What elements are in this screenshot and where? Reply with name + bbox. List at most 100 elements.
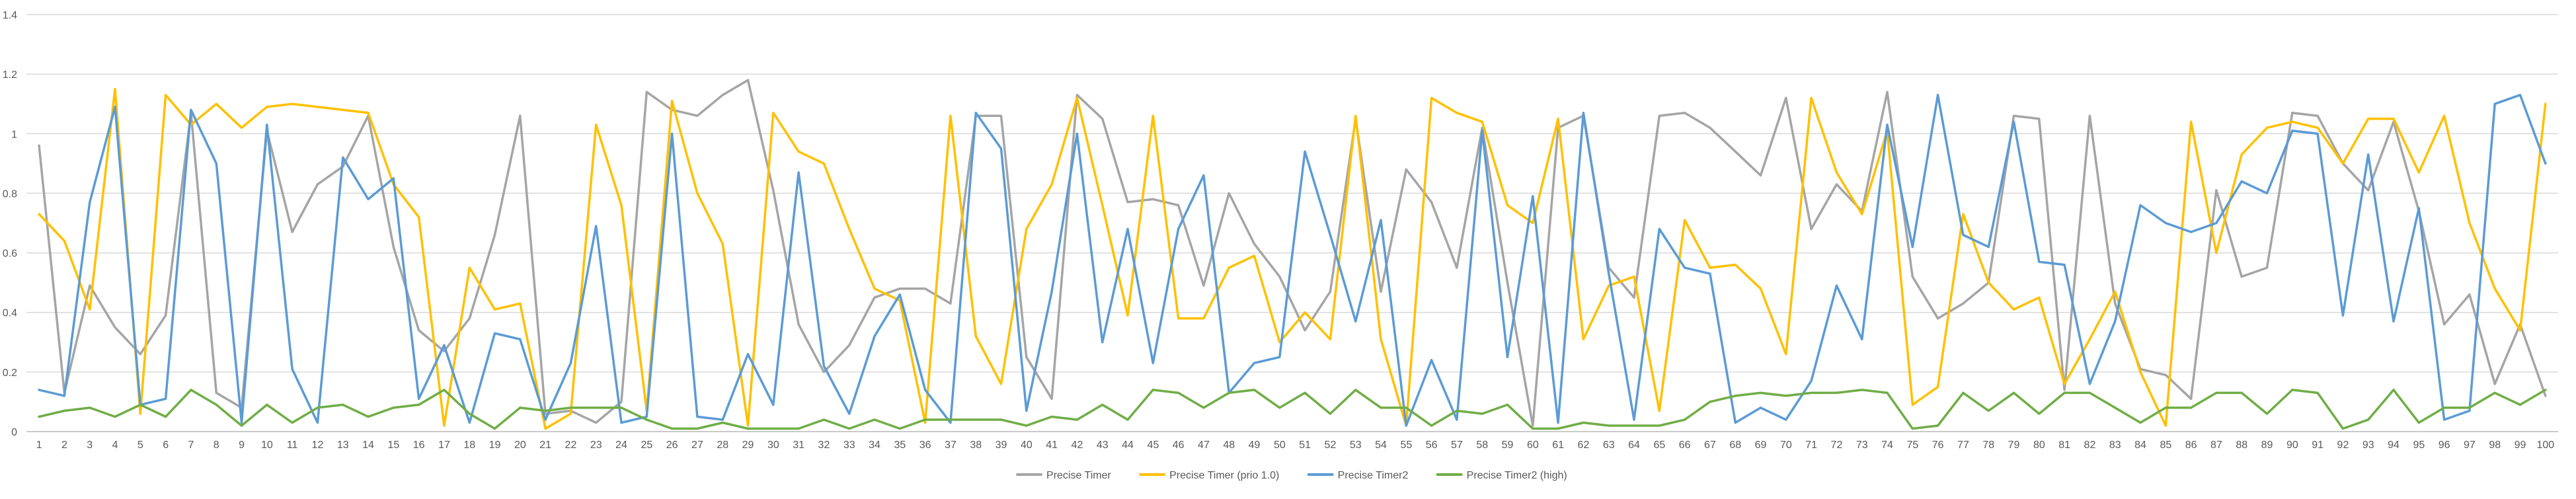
data-point — [797, 171, 800, 174]
data-point — [2038, 118, 2041, 120]
data-point — [1430, 424, 1433, 427]
data-point — [1050, 290, 1053, 293]
legend-label: Precise Timer (prio 1.0) — [1169, 470, 1279, 481]
series-lines — [38, 79, 2547, 430]
x-tick-label: 10 — [261, 440, 273, 451]
data-point — [2443, 418, 2446, 421]
data-point — [1532, 221, 1534, 225]
data-point — [2291, 389, 2294, 391]
data-point — [1582, 421, 1584, 424]
data-point — [2139, 204, 2142, 207]
data-point — [2190, 406, 2193, 409]
x-tick-label: 52 — [1325, 440, 1337, 451]
data-point — [1633, 424, 1635, 427]
x-tick-label: 79 — [2008, 440, 2020, 451]
data-point — [2417, 171, 2420, 174]
data-point — [89, 201, 91, 204]
data-point — [2215, 221, 2218, 225]
data-point — [63, 239, 65, 243]
data-point — [797, 150, 800, 153]
data-point — [1202, 406, 1205, 409]
data-point — [1835, 171, 1838, 174]
data-point — [1278, 341, 1281, 344]
data-point — [38, 415, 40, 418]
data-point — [1202, 174, 1205, 176]
data-point — [1937, 385, 1939, 389]
x-tick-label: 77 — [1957, 440, 1969, 451]
data-point — [443, 350, 446, 352]
data-point — [645, 418, 648, 421]
data-point — [2265, 126, 2269, 129]
x-tick-label: 91 — [2312, 440, 2323, 451]
data-point — [1126, 201, 1129, 204]
data-point — [165, 397, 167, 401]
x-tick-label: 38 — [970, 440, 982, 451]
data-point — [1532, 195, 1534, 198]
data-point — [721, 94, 724, 96]
data-point — [418, 403, 420, 406]
data-point — [2190, 397, 2193, 401]
x-tick-label: 71 — [1805, 440, 1817, 451]
data-point — [2063, 389, 2066, 391]
data-point — [342, 108, 344, 111]
data-point — [772, 112, 775, 114]
data-point — [2265, 266, 2269, 269]
data-point — [392, 177, 395, 180]
data-point — [645, 91, 648, 93]
data-point — [2063, 383, 2066, 385]
x-tick-label: 41 — [1046, 440, 1058, 451]
series-2 — [38, 87, 2547, 430]
data-point — [544, 427, 547, 430]
data-point — [1278, 276, 1281, 278]
data-point — [468, 421, 471, 424]
data-point — [2240, 153, 2243, 156]
x-tick-label: 30 — [767, 440, 779, 451]
y-tick-label: 0.6 — [3, 249, 17, 260]
x-tick-label: 70 — [1780, 440, 1792, 451]
data-point — [999, 147, 1003, 150]
data-point — [114, 415, 116, 418]
data-point — [418, 329, 420, 332]
data-point — [392, 406, 395, 409]
data-point — [89, 284, 91, 287]
data-point — [2088, 391, 2091, 395]
data-point — [1380, 290, 1382, 293]
data-point — [2544, 162, 2547, 165]
data-point — [1430, 359, 1433, 362]
x-tick-label: 73 — [1856, 440, 1868, 451]
data-point — [2291, 130, 2294, 132]
data-point — [1709, 126, 1711, 129]
data-point — [1557, 427, 1559, 430]
legend-item: Precise Timer2 — [1307, 470, 1408, 481]
data-point — [1101, 204, 1104, 207]
y-tick-label: 0.8 — [3, 188, 17, 200]
data-point — [2392, 389, 2395, 391]
x-tick-label: 63 — [1603, 440, 1615, 451]
x-tick-label: 74 — [1881, 440, 1893, 451]
data-point — [1304, 150, 1306, 153]
y-tick-label: 1.4 — [3, 10, 17, 21]
data-point — [1177, 227, 1180, 231]
data-point — [443, 344, 446, 346]
x-tick-label: 11 — [287, 440, 298, 451]
data-point — [1987, 409, 1990, 412]
y-axis-ticks: 0 0.2 0.4 0.6 0.8 1 1.2 1.4 — [3, 10, 17, 438]
data-point — [2063, 264, 2066, 266]
data-point — [1177, 317, 1180, 320]
data-point — [316, 183, 319, 186]
series-4 — [38, 389, 2547, 430]
x-tick-label: 36 — [919, 440, 931, 451]
data-point — [1456, 418, 1458, 421]
data-point — [2493, 391, 2496, 395]
x-tick-label: 18 — [463, 440, 475, 451]
data-point — [1456, 266, 1458, 269]
data-point — [2265, 412, 2269, 415]
data-point — [2341, 162, 2344, 165]
data-point — [1962, 233, 1965, 237]
x-tick-label: 28 — [717, 440, 728, 451]
data-point — [1911, 276, 1914, 278]
x-tick-label: 20 — [514, 440, 526, 451]
data-point — [1810, 96, 1813, 99]
data-point — [1608, 272, 1610, 275]
